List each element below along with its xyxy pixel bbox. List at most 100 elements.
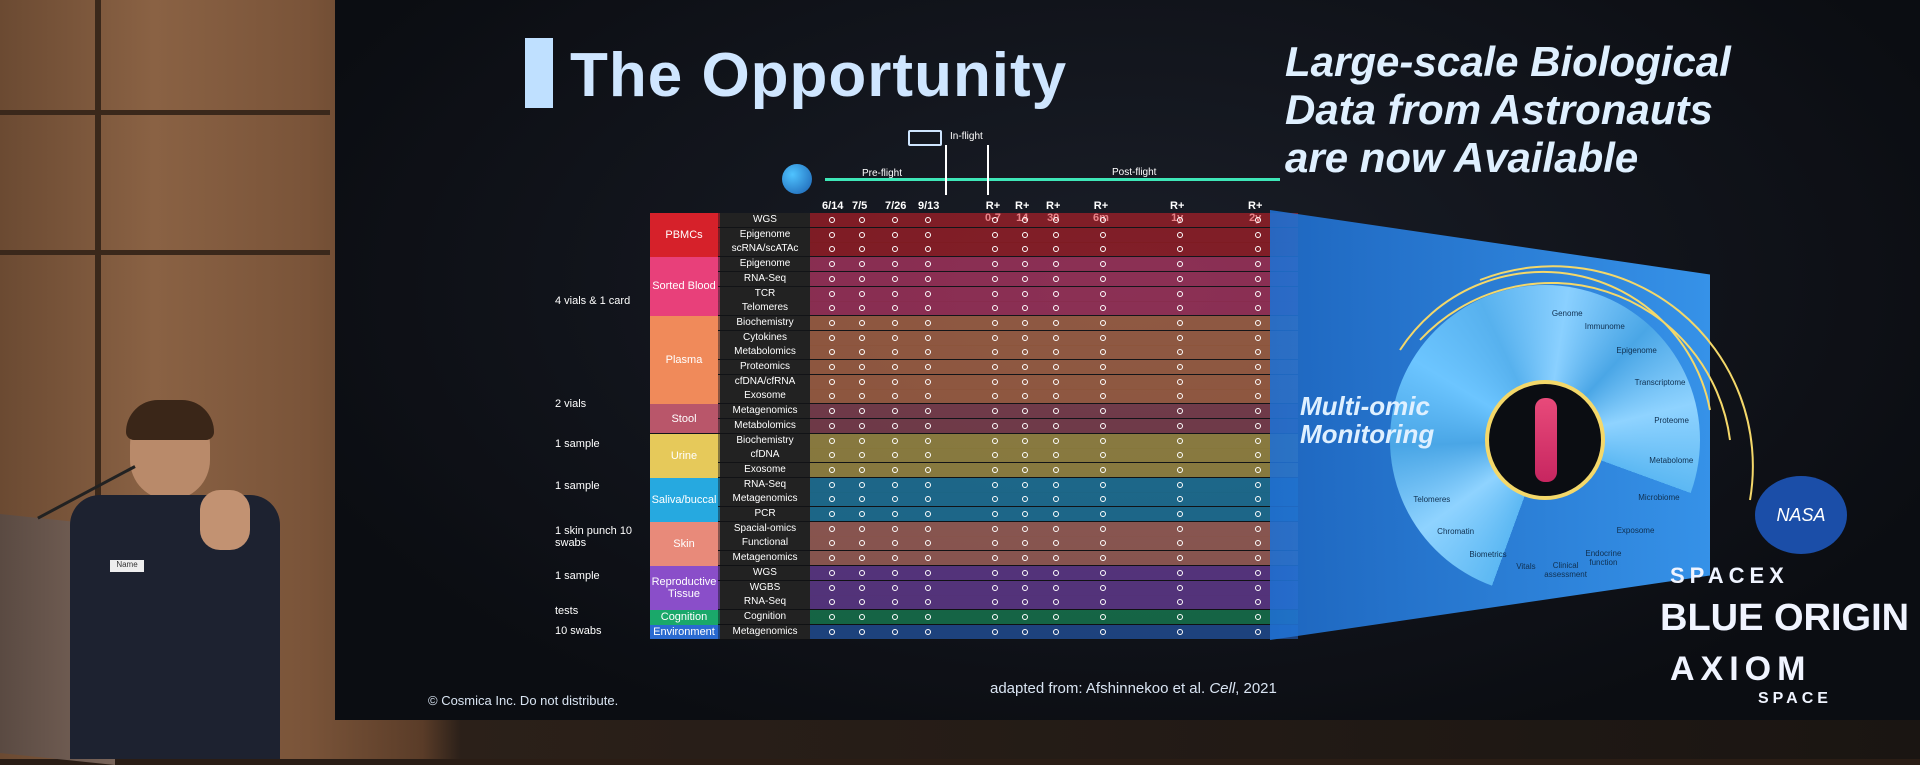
sample-dot [925,378,931,385]
sample-dot [925,422,931,429]
sample-dot [829,290,835,297]
assay-label: Exosome [720,389,810,404]
category-label: PBMCs [650,213,718,258]
sample-dot [992,496,998,503]
sample-dot [992,408,998,415]
sample-dot [892,511,898,517]
sample-dot [1053,246,1059,253]
sample-dot [1022,466,1028,473]
sample-dot [1022,452,1028,459]
copyright-notice: © Cosmica Inc. Do not distribute. [428,693,619,708]
sample-dot [1100,290,1106,297]
sample-dot [892,422,898,429]
citation: adapted from: Afshinnekoo et al. Cell, 2… [990,680,1277,697]
sample-dot [829,319,835,326]
wheel-hub [1485,380,1605,500]
sample-dot [1255,540,1261,547]
sample-dot [1255,569,1261,576]
sample-annotation: 1 sample [555,480,600,492]
sample-dot [992,319,998,326]
sample-dot [1100,437,1106,444]
sample-dot [992,511,998,517]
sample-dot [892,496,898,503]
sample-dot [1100,452,1106,459]
sample-dot [1255,261,1261,268]
headline-line: are now Available [1285,134,1639,181]
sample-dot [829,422,835,429]
sample-dot [1177,393,1183,400]
sample-dot [1177,378,1183,385]
grid-row [718,271,1298,287]
wheel-arc [1479,265,1754,501]
sample-dot [1100,275,1106,282]
grid-row [718,624,1298,640]
sample-dot [1053,466,1059,473]
wheel-segment-label: Transcriptome [1634,378,1686,388]
sample-dot [925,599,931,606]
wheel-segment-label: Clinical assessment [1544,561,1587,580]
sample-dot [1177,261,1183,268]
wall-panel-seam [0,110,330,115]
sample-dot [1053,349,1059,356]
speaker: Name [60,400,310,759]
grid-row [718,286,1298,302]
sample-dot [892,319,898,326]
sample-dot [1100,231,1106,238]
sample-dot [1177,525,1183,532]
sample-dot [892,628,898,635]
category-label: Plasma [650,315,718,405]
sample-dot [1053,540,1059,547]
grid-row [718,609,1298,625]
slide-title: The Opportunity [570,41,1068,110]
sample-dot [1177,349,1183,356]
sample-dot [859,349,865,356]
sample-dot [1255,466,1261,473]
sample-dot [859,481,865,488]
sample-dot [892,599,898,606]
sample-dot [829,481,835,488]
date-header: 7/5 [852,200,868,212]
sample-dot [1053,496,1059,503]
wheel-segment-label: Vitals [1516,561,1536,571]
category-label: Environment [650,624,718,640]
assay-label: WGS [720,213,810,227]
speaker-hand [200,490,250,550]
sample-dot [859,599,865,606]
sample-dot [1255,496,1261,503]
sample-dot [1022,334,1028,341]
sample-dot [1022,481,1028,488]
sample-dot [892,217,898,223]
sample-dot [892,393,898,400]
sample-dot [829,437,835,444]
sample-dot [925,246,931,253]
sample-dot [992,217,998,223]
sample-dot [1177,319,1183,326]
sample-dot [1100,599,1106,606]
sample-dot [1022,511,1028,517]
assay-label: Biochemistry [720,315,810,330]
sample-dot [829,584,835,591]
axiom-logo: AXIOM [1670,650,1812,688]
sample-dot [1053,599,1059,606]
sample-dot [892,275,898,282]
sample-dot [992,305,998,312]
earth-icon [782,164,812,194]
sample-dot [859,393,865,400]
sample-dot [1022,290,1028,297]
sample-dot [925,481,931,488]
sample-dot [859,496,865,503]
sample-dot [859,422,865,429]
sample-dot [992,246,998,253]
grid-row [718,257,1298,273]
sample-dot [1177,246,1183,253]
sample-dot [892,231,898,238]
sample-dot [992,599,998,606]
sample-dot [1022,496,1028,503]
sample-dot [1100,613,1106,620]
assay-label: Cognition [720,609,810,624]
sample-dot [925,452,931,459]
sample-dot [859,290,865,297]
grid-row [718,521,1298,537]
sample-dot [925,437,931,444]
sample-dot [1053,511,1059,517]
